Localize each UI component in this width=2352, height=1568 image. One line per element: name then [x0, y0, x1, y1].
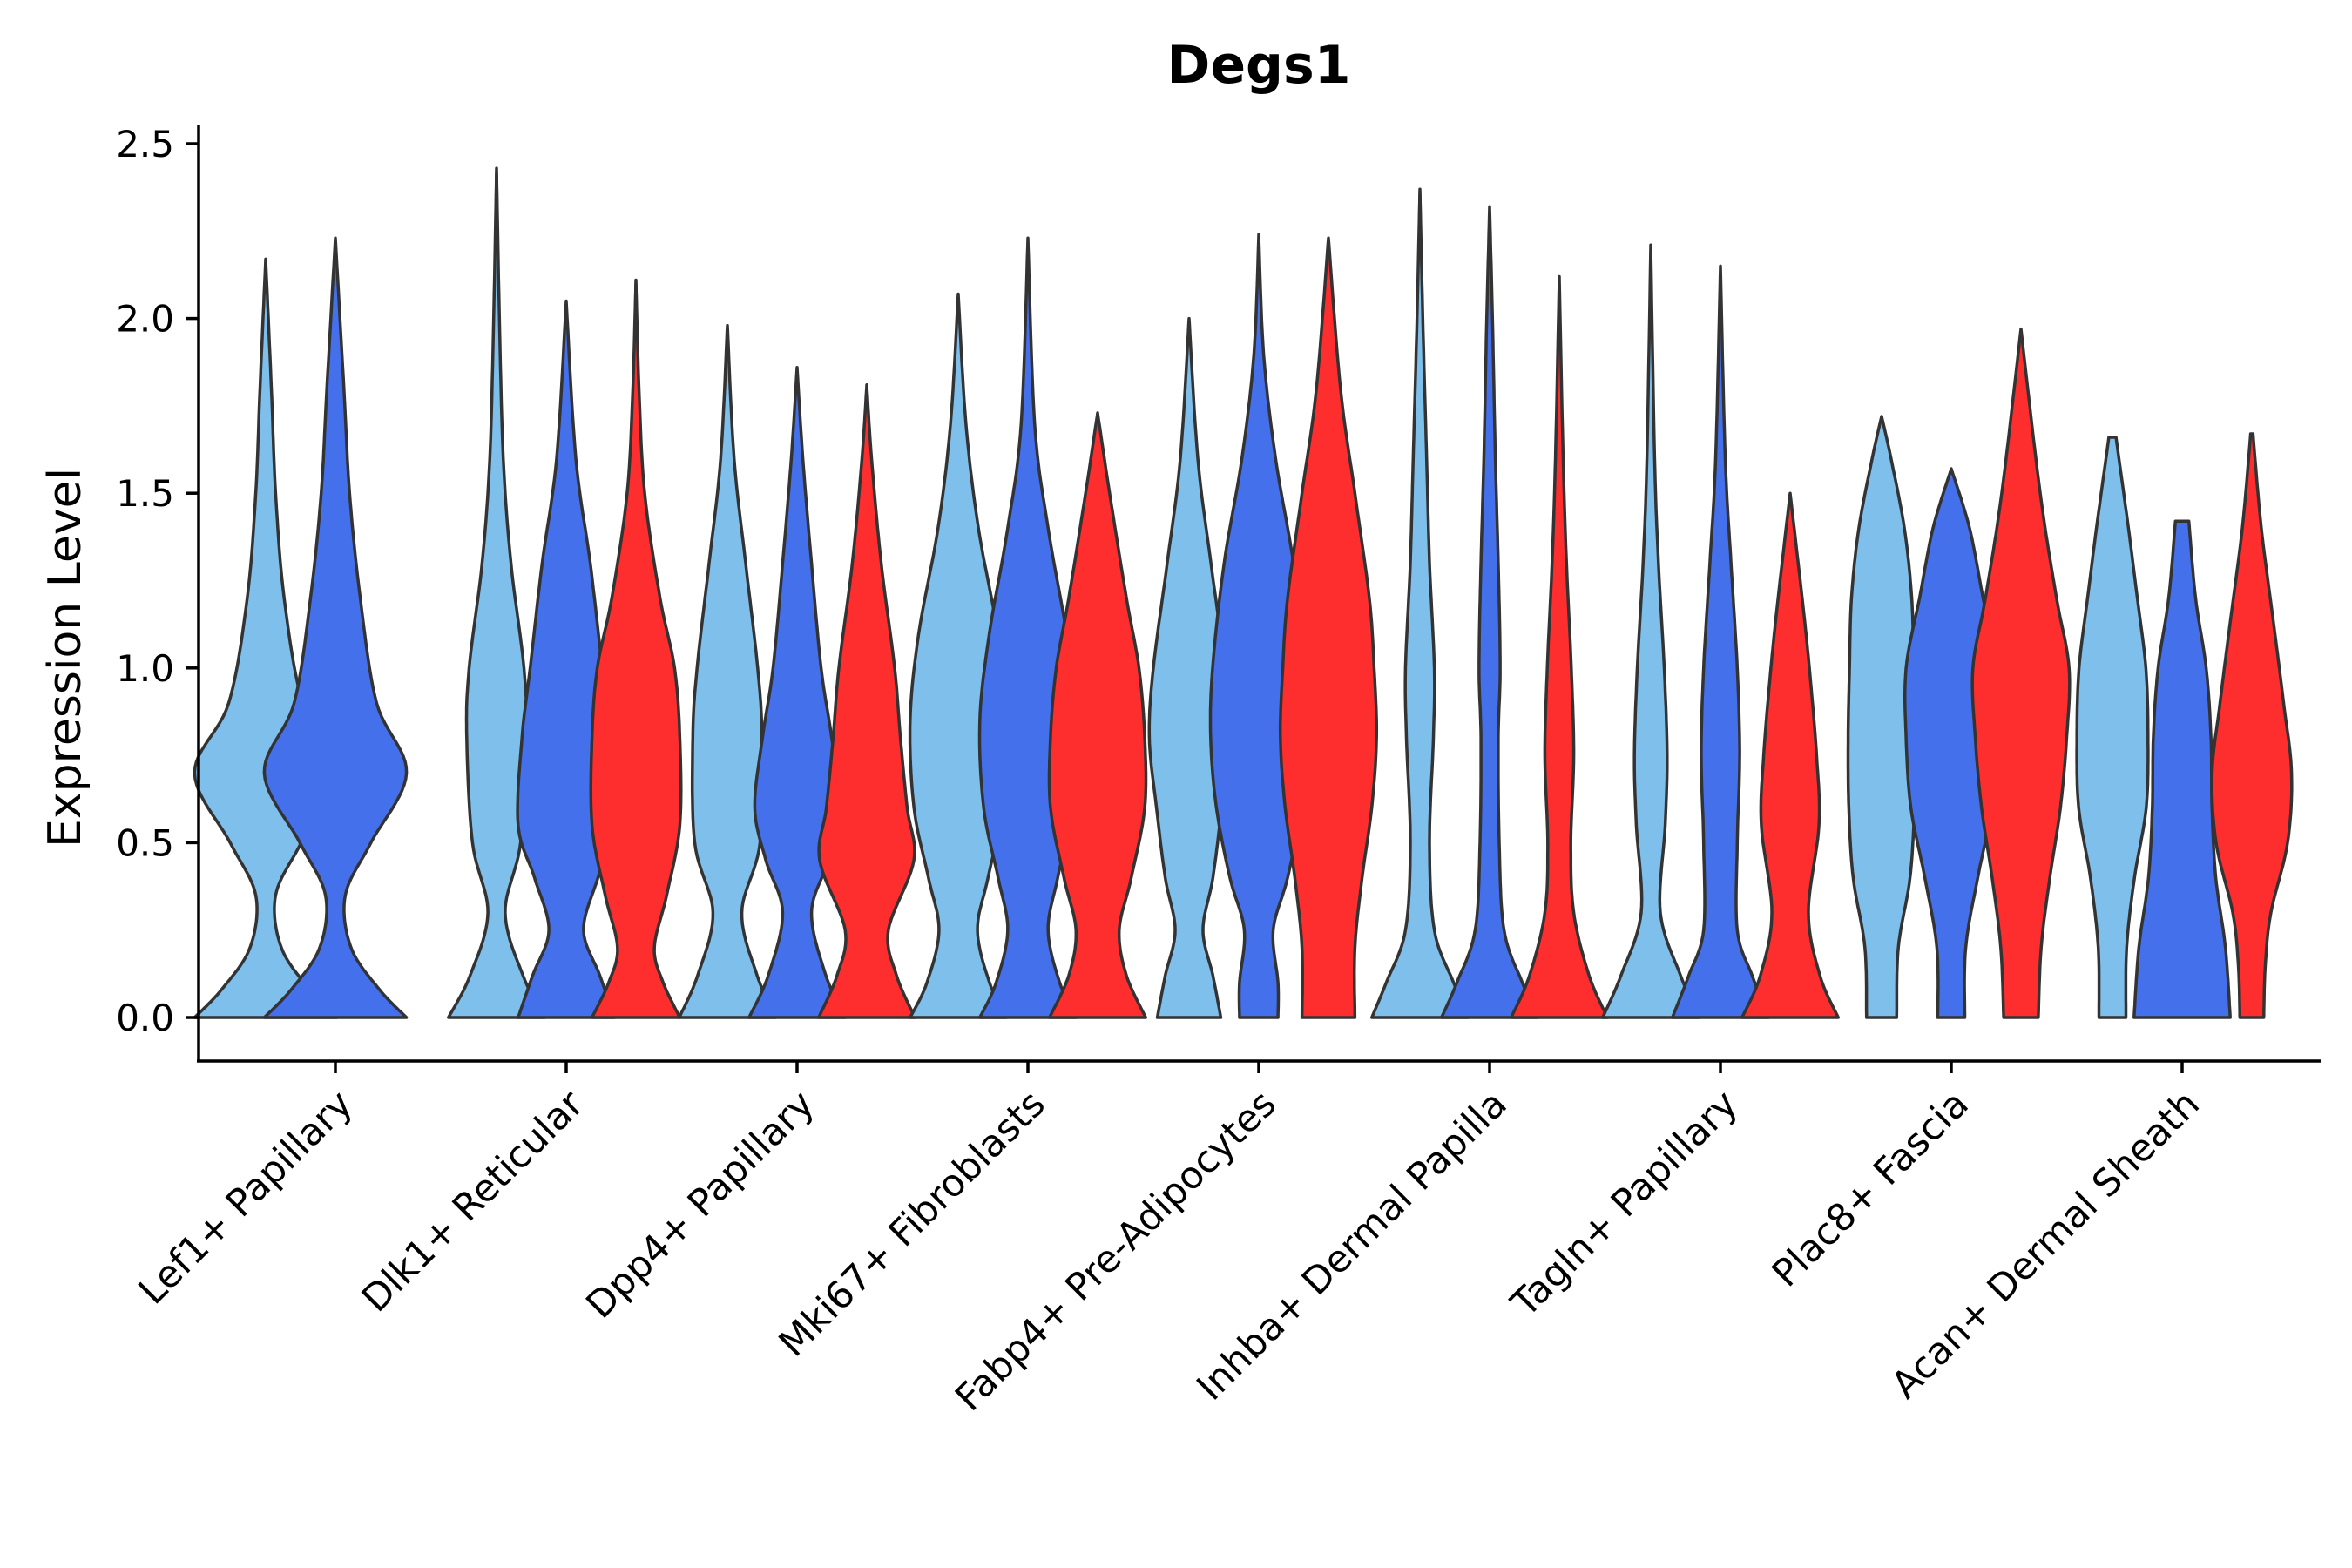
violin-3 — [2210, 432, 2294, 1019]
violin-3 — [1970, 327, 2072, 1019]
x-tick-label: Lef1+ Papillary — [131, 1082, 362, 1313]
y-tick-label: 2.0 — [116, 298, 174, 341]
violin-2 — [516, 299, 617, 1019]
chart-title: Degs1 — [1167, 35, 1351, 96]
violin-1 — [678, 323, 777, 1019]
violin-3 — [589, 278, 683, 1019]
violin-3 — [1278, 236, 1379, 1019]
violin-1 — [2075, 436, 2150, 1019]
violin-3 — [1047, 411, 1148, 1019]
violin-3 — [817, 383, 916, 1019]
violin-3 — [1740, 491, 1840, 1019]
violin-1 — [908, 292, 1009, 1019]
violin-2 — [1440, 205, 1539, 1019]
violin-1 — [447, 166, 546, 1019]
violin-1 — [1601, 243, 1700, 1019]
x-tick-label: Mki67+ Fibroblasts — [771, 1082, 1054, 1365]
violin-2 — [262, 236, 409, 1019]
y-tick-label: 0.5 — [116, 821, 174, 864]
x-tick-label: Plac8+ Fascia — [1764, 1082, 1977, 1295]
y-ticks: 0.0 0.5 1.0 1.5 2.0 2.5 — [116, 123, 199, 1039]
violin-1 — [1147, 316, 1231, 1019]
y-tick-label: 1.0 — [116, 647, 174, 690]
x-tick-label: Dlk1+ Reticular — [354, 1082, 592, 1321]
violin-3 — [1510, 274, 1609, 1019]
violins-layer — [193, 166, 2294, 1019]
violin-2 — [747, 366, 847, 1019]
violin-2 — [1671, 264, 1770, 1019]
x-tick-label: Tagln+ Papillary — [1503, 1082, 1747, 1326]
y-tick-label: 2.5 — [116, 123, 174, 166]
violin-1 — [1370, 187, 1470, 1019]
y-tick-label: 1.5 — [116, 472, 174, 515]
y-axis-label: Expression Level — [39, 468, 91, 848]
x-tick-label: Dpp4+ Papillary — [578, 1082, 823, 1327]
violin-2 — [2132, 519, 2232, 1019]
y-tick-label: 0.0 — [116, 997, 174, 1039]
